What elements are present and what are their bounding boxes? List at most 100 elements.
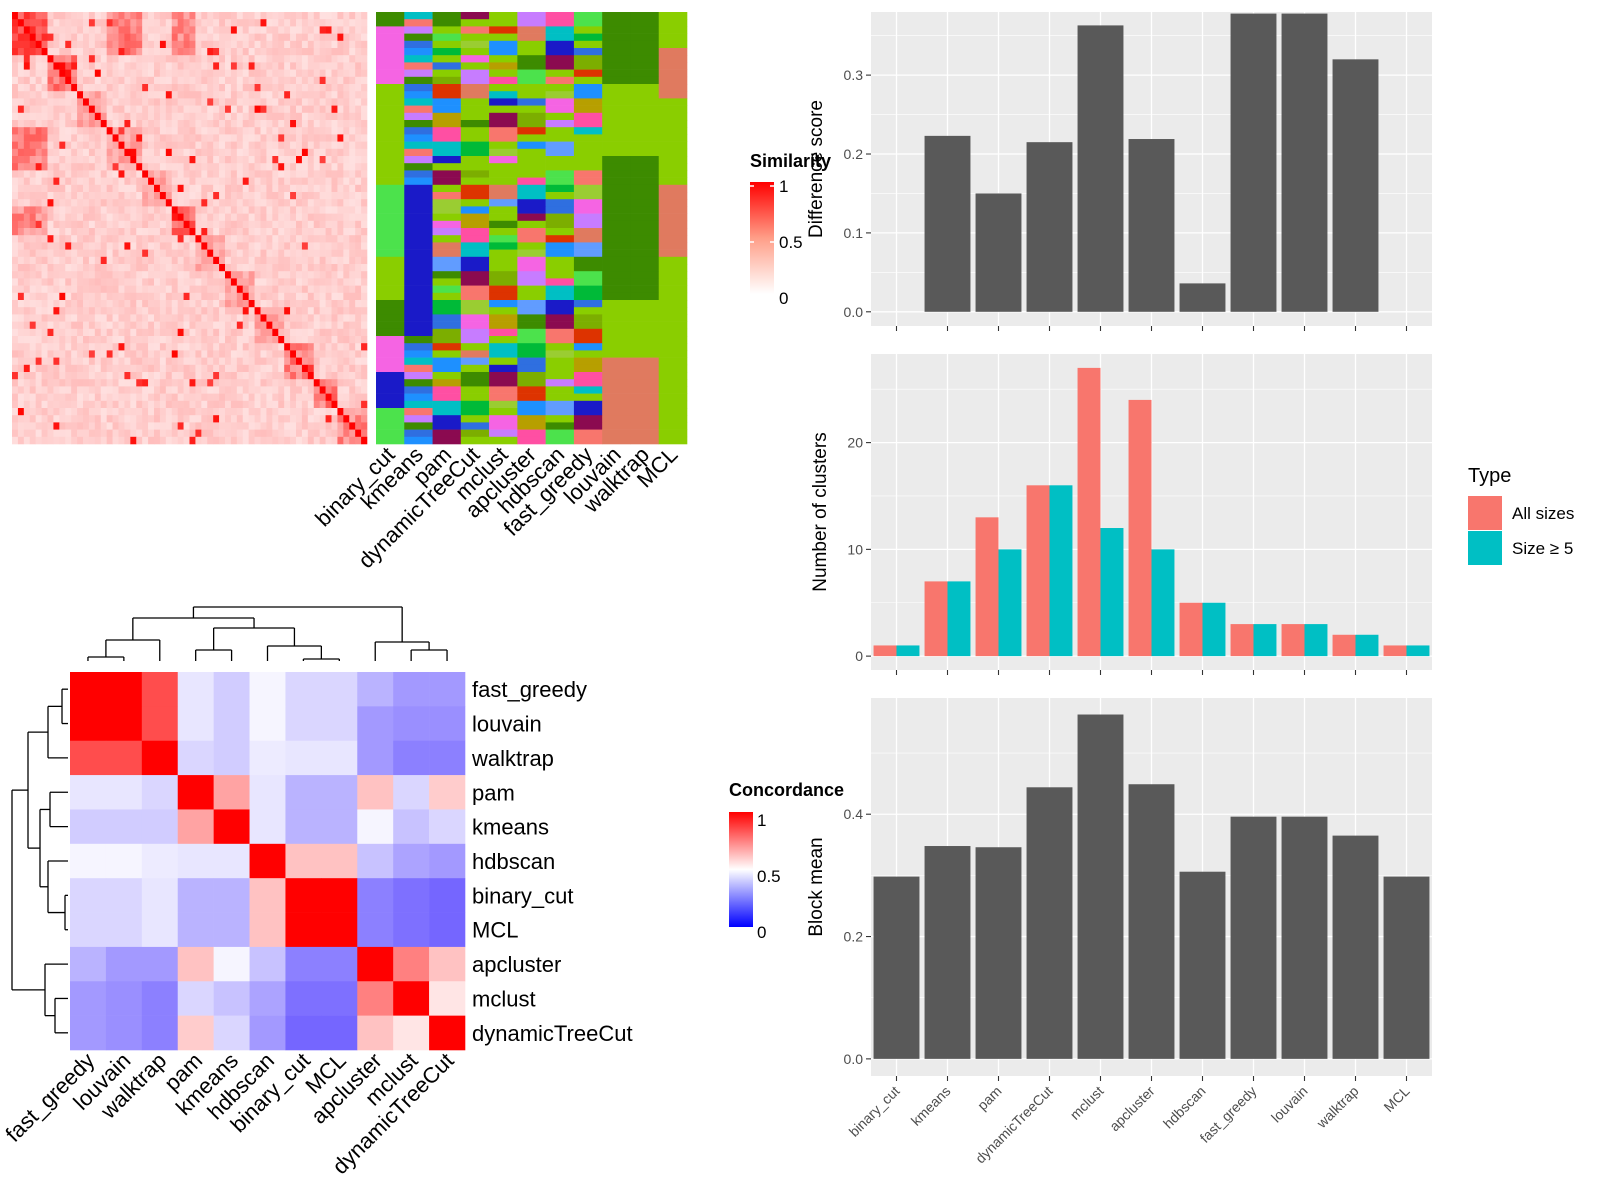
similarity-cell [260, 206, 267, 214]
similarity-cell [213, 235, 220, 243]
similarity-cell [225, 386, 232, 394]
similarity-cell [124, 249, 131, 258]
cluster-assignment-cell [489, 213, 518, 222]
concordance-cell [177, 878, 214, 913]
similarity-cell [343, 343, 350, 351]
concordance-cell [429, 843, 466, 879]
cluster-assignment-cell [573, 141, 603, 150]
similarity-cell [207, 242, 214, 250]
similarity-cell [154, 364, 161, 373]
similarity-cell [100, 242, 107, 250]
similarity-cell [213, 48, 220, 56]
similarity-cell [100, 112, 107, 121]
concordance-cell [141, 809, 179, 845]
similarity-cell [17, 400, 25, 409]
similarity-cell [112, 400, 119, 409]
similarity-cell [284, 300, 291, 308]
similarity-cell [290, 112, 297, 121]
similarity-cell [201, 91, 208, 99]
similarity-cell [266, 372, 273, 380]
cluster-assignment-cell [573, 148, 603, 157]
similarity-cell [355, 422, 362, 430]
similarity-cell [248, 400, 255, 409]
similarity-cell [325, 228, 332, 236]
similarity-cell [83, 98, 90, 106]
similarity-cell [177, 415, 184, 423]
similarity-cell [171, 84, 178, 92]
cluster-assignment-cell [404, 278, 433, 286]
similarity-cell [343, 62, 350, 70]
similarity-cell [254, 48, 261, 56]
cluster-assignment-cell [630, 264, 660, 272]
similarity-cell [266, 336, 273, 344]
similarity-cell [260, 364, 267, 373]
similarity-cell [65, 364, 72, 373]
similarity-cell [290, 285, 297, 294]
concordance-cell [393, 912, 430, 948]
similarity-cell [307, 112, 315, 121]
similarity-cell [112, 105, 119, 114]
similarity-cell [130, 12, 137, 20]
cluster-assignment-cell [545, 184, 575, 193]
similarity-cell [136, 163, 143, 171]
bar [1179, 283, 1226, 312]
similarity-cell [88, 256, 96, 265]
similarity-cell [201, 256, 208, 265]
similarity-cell [189, 292, 196, 301]
similarity-cell [290, 350, 297, 358]
similarity-cell [88, 264, 96, 272]
similarity-cell [307, 184, 315, 193]
similarity-cell [83, 408, 90, 416]
similarity-cell [118, 307, 125, 315]
similarity-cell [112, 184, 119, 193]
similarity-cell [219, 364, 226, 373]
cluster-assignment-cell [489, 228, 518, 236]
similarity-cell [29, 357, 36, 366]
similarity-cell [71, 156, 78, 164]
similarity-cell [41, 84, 48, 92]
similarity-cell [124, 40, 131, 49]
similarity-cell [177, 177, 184, 186]
similarity-cell [225, 372, 232, 380]
similarity-cell [94, 40, 102, 49]
similarity-cell [319, 242, 326, 250]
similarity-cell [77, 55, 84, 63]
similarity-cell [17, 84, 25, 92]
similarity-cell [142, 26, 149, 34]
similarity-cell [219, 249, 226, 258]
cluster-assignment-cell [545, 26, 575, 34]
cluster-assignment-cell [658, 220, 688, 229]
similarity-cell [337, 213, 344, 222]
similarity-cell [337, 422, 344, 430]
similarity-cell [23, 220, 31, 229]
similarity-cell [112, 372, 119, 380]
similarity-cell [248, 314, 255, 322]
similarity-cell [136, 307, 143, 315]
similarity-cell [195, 364, 202, 373]
similarity-cell [319, 228, 326, 236]
cluster-assignment-cell [489, 84, 518, 92]
cluster-assignment-cell [432, 120, 462, 128]
similarity-cell [296, 429, 303, 438]
similarity-cell [254, 300, 261, 308]
cluster-assignment-cell [460, 292, 490, 301]
similarity-cell [349, 300, 356, 308]
similarity-cell [47, 120, 54, 128]
bar [1332, 835, 1379, 1059]
similarity-cell [53, 48, 60, 56]
similarity-cell [313, 271, 320, 279]
similarity-cell [83, 12, 90, 20]
similarity-cell [130, 300, 137, 308]
similarity-cell [112, 206, 119, 214]
similarity-cell [17, 12, 25, 20]
similarity-cell [29, 328, 36, 337]
similarity-cell [142, 120, 149, 128]
similarity-cell [130, 357, 137, 366]
similarity-cell [23, 112, 31, 121]
similarity-cell [296, 206, 303, 214]
similarity-cell [100, 271, 107, 279]
similarity-cell [266, 415, 273, 423]
similarity-cell [307, 372, 315, 380]
similarity-cell [189, 386, 196, 394]
cluster-assignment-cell [489, 12, 518, 20]
